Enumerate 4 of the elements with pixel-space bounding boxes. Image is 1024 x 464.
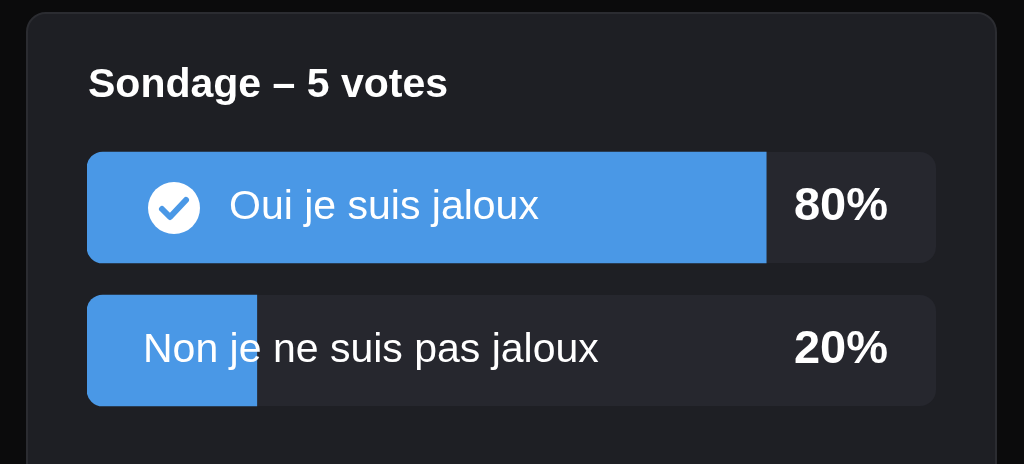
y-tick-label: Oui je suis jaloux [229, 181, 540, 228]
data-label: 80% [793, 177, 888, 231]
data-label: 20% [793, 320, 888, 374]
chart-title: Sondage – 5 votes [88, 59, 449, 108]
